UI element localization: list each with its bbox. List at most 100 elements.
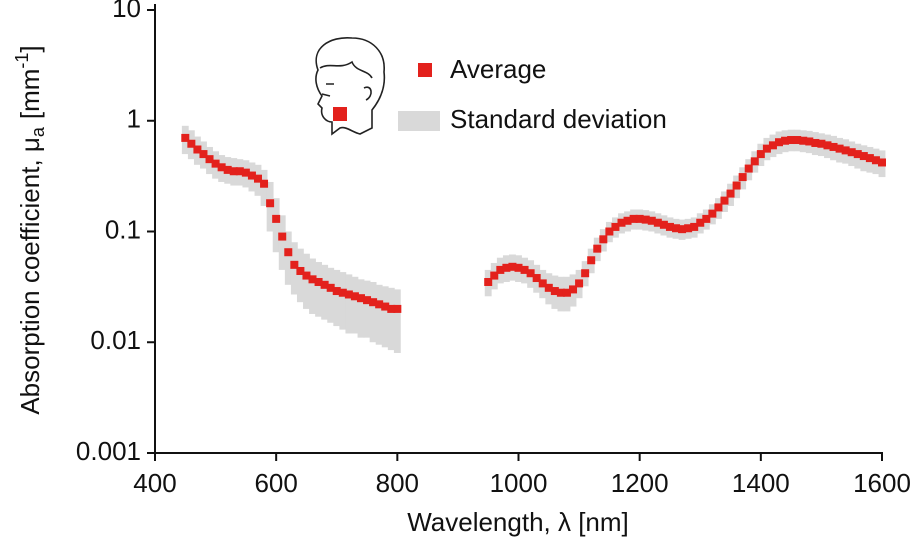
marker xyxy=(714,203,723,212)
marker xyxy=(278,232,287,241)
marker xyxy=(296,266,305,275)
marker xyxy=(556,288,565,297)
std-band xyxy=(387,287,395,351)
marker xyxy=(484,277,493,286)
marker xyxy=(320,280,329,289)
marker xyxy=(369,298,378,307)
marker xyxy=(538,279,547,288)
marker xyxy=(363,296,372,305)
marker xyxy=(205,155,214,164)
marker xyxy=(793,136,802,145)
marker xyxy=(508,262,517,271)
std-band xyxy=(296,248,304,303)
y-tick-label: 0.01 xyxy=(90,325,141,355)
marker xyxy=(653,218,662,227)
marker xyxy=(853,150,862,159)
marker xyxy=(272,214,281,223)
std-band xyxy=(321,264,329,320)
std-band xyxy=(345,274,353,334)
y-tick-label: 0.1 xyxy=(105,214,141,244)
marker xyxy=(490,271,499,280)
ear xyxy=(363,86,372,101)
marker xyxy=(605,227,614,236)
legend-swatch xyxy=(418,63,432,77)
marker xyxy=(502,263,511,272)
band-layer xyxy=(181,125,886,353)
marker xyxy=(756,150,765,159)
marker xyxy=(350,292,359,301)
marker xyxy=(550,287,559,296)
y-tick-label: 0.001 xyxy=(76,436,141,466)
x-tick-label: 400 xyxy=(133,468,176,498)
marker xyxy=(284,248,293,257)
marker xyxy=(181,133,190,142)
marker xyxy=(847,148,856,157)
std-band xyxy=(315,262,323,317)
y-tick-label: 10 xyxy=(112,0,141,23)
marker xyxy=(375,300,384,309)
y-axis-label-superscript: -1 xyxy=(12,53,32,69)
std-band xyxy=(284,231,292,285)
marker xyxy=(532,274,541,283)
std-band xyxy=(272,198,280,253)
marker xyxy=(684,224,693,233)
marker xyxy=(587,256,596,265)
marker xyxy=(720,196,729,205)
marker xyxy=(732,181,741,190)
marker xyxy=(235,167,244,176)
std-band xyxy=(333,269,341,327)
marker xyxy=(526,269,535,278)
x-tick-label: 1400 xyxy=(732,468,790,498)
marker xyxy=(338,288,347,297)
marker xyxy=(393,304,402,313)
marker xyxy=(199,150,208,159)
y-axis-label-end: ] xyxy=(15,45,45,52)
marker xyxy=(356,294,365,303)
marker xyxy=(569,285,578,294)
std-band xyxy=(339,272,347,330)
y-axis-label-subscript: a xyxy=(28,126,48,137)
marker xyxy=(817,139,826,148)
marker xyxy=(290,260,299,269)
std-band xyxy=(351,276,359,334)
marker xyxy=(229,167,238,176)
x-tick-label: 1200 xyxy=(611,468,669,498)
marker xyxy=(878,158,886,167)
marker xyxy=(865,154,874,163)
marker xyxy=(520,265,529,274)
marker xyxy=(247,171,256,180)
marker xyxy=(617,218,626,227)
marker xyxy=(611,222,620,231)
marker xyxy=(768,141,777,150)
marker xyxy=(823,141,832,150)
std-band xyxy=(375,284,383,345)
marker xyxy=(841,146,850,155)
marker xyxy=(623,216,632,225)
marker xyxy=(381,302,390,311)
marker xyxy=(829,142,838,151)
std-band xyxy=(309,258,316,314)
marker xyxy=(835,144,844,153)
std-band xyxy=(327,267,335,323)
marker xyxy=(811,138,820,147)
marker xyxy=(708,209,717,218)
marker xyxy=(266,199,275,208)
marker xyxy=(514,263,523,272)
std-band xyxy=(278,215,286,270)
marker xyxy=(672,224,681,233)
marker xyxy=(799,136,808,145)
marker xyxy=(805,137,814,146)
marker xyxy=(387,304,396,313)
marker xyxy=(217,163,226,172)
cheek-marker xyxy=(333,107,347,121)
x-tick-label: 1600 xyxy=(853,468,911,498)
marker xyxy=(581,269,590,278)
marker xyxy=(193,145,202,154)
marker xyxy=(211,159,220,168)
marker xyxy=(223,165,232,174)
legend-label: Standard deviation xyxy=(450,104,667,134)
marker xyxy=(496,265,505,274)
x-axis-label: Wavelength, λ [nm] xyxy=(407,507,629,537)
y-axis-label-unit: [mm xyxy=(15,69,45,120)
